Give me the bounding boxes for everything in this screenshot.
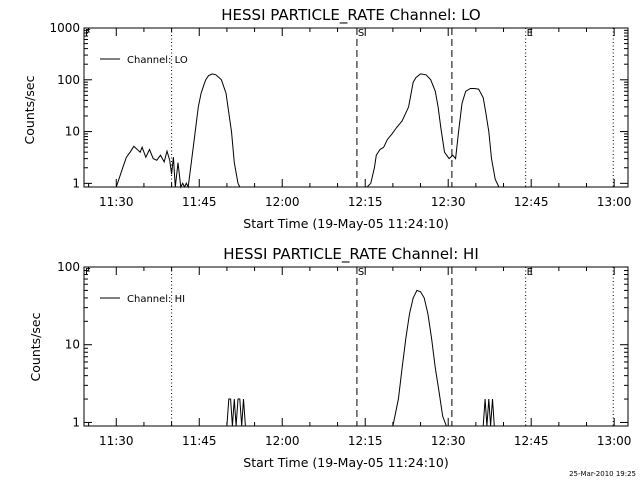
y-tick-label: 100 (57, 73, 80, 87)
y-tick-label: 1 (72, 415, 80, 429)
chart-panel-lo: 11:30 11:45 12:00 12:15 12:30 12:45 13:00 1 10 10… (49, 21, 631, 209)
x-tick-label: 12:45 (514, 434, 549, 448)
legend-entry: Channel: HI (127, 294, 185, 305)
x-tick-label: 11:45 (182, 434, 217, 448)
y-tick-label: 100 (57, 260, 80, 274)
chart-panel-hi: 11:30 11:45 12:00 12:15 12:30 12:45 13:00 1 10 10… (57, 260, 631, 448)
y-axis-label: Counts/sec (28, 312, 43, 381)
timestamp: 25-Mar-2010 19:25 (569, 470, 636, 478)
x-tick-label: 11:30 (99, 195, 134, 209)
annotation-label: S (358, 267, 364, 278)
annotation-label: E (527, 28, 533, 39)
x-axis-label: Start Time (19-May-05 11:24:10) (243, 216, 448, 231)
series-line (226, 289, 495, 427)
x-tick-label: 12:00 (265, 195, 300, 209)
annotation-label: E (527, 267, 533, 278)
x-tick-label: 11:45 (182, 195, 217, 209)
x-tick-label: 12:15 (348, 195, 383, 209)
y-axis-label: Counts/sec (22, 75, 37, 144)
x-tick-label: 12:45 (514, 195, 549, 209)
x-tick-label: 12:00 (265, 434, 300, 448)
y-tick-label: 10 (65, 125, 80, 139)
y-tick-label: 10 (65, 338, 80, 352)
legend-entry: Channel: LO (127, 55, 188, 66)
chart-title: HESSI PARTICLE_RATE Channel: LO (221, 6, 480, 25)
x-tick-label: 12:30 (431, 195, 466, 209)
annotation-label: F (85, 28, 91, 39)
y-tick-label: 1000 (49, 21, 80, 35)
x-tick-label: 13:00 (597, 434, 632, 448)
y-tick-label: 1 (72, 176, 80, 190)
chart-title: HESSI PARTICLE_RATE Channel: HI (223, 245, 479, 264)
x-tick-label: 12:30 (431, 434, 466, 448)
annotation-label: F (85, 267, 91, 278)
x-tick-label: 12:15 (348, 434, 383, 448)
x-axis-label: Start Time (19-May-05 11:24:10) (243, 455, 448, 470)
series-line (115, 73, 502, 189)
x-tick-label: 11:30 (99, 434, 134, 448)
annotation-label: S (358, 28, 364, 39)
x-tick-label: 13:00 (597, 195, 632, 209)
